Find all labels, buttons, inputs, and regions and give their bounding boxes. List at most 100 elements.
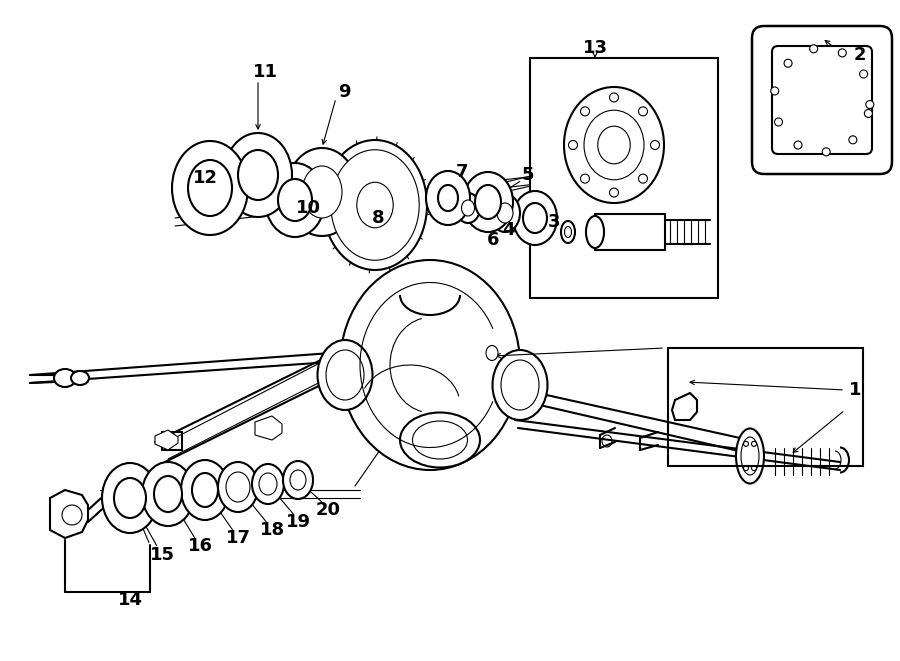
Ellipse shape xyxy=(290,470,306,490)
Circle shape xyxy=(866,100,874,108)
Circle shape xyxy=(580,174,590,183)
Text: 15: 15 xyxy=(149,546,175,564)
Ellipse shape xyxy=(561,221,575,243)
Bar xyxy=(530,58,718,298)
Text: 6: 6 xyxy=(487,231,500,249)
Text: 4: 4 xyxy=(502,221,514,239)
FancyBboxPatch shape xyxy=(772,46,872,154)
Ellipse shape xyxy=(218,462,258,512)
Ellipse shape xyxy=(71,371,89,385)
Ellipse shape xyxy=(400,412,480,467)
Text: 12: 12 xyxy=(193,169,218,187)
Ellipse shape xyxy=(492,350,547,420)
Circle shape xyxy=(849,136,857,144)
Ellipse shape xyxy=(323,140,427,270)
Ellipse shape xyxy=(340,260,520,470)
Text: 14: 14 xyxy=(118,591,142,609)
Ellipse shape xyxy=(142,462,194,526)
Ellipse shape xyxy=(523,203,547,233)
Ellipse shape xyxy=(54,369,76,387)
Text: 16: 16 xyxy=(187,537,212,555)
Text: 18: 18 xyxy=(259,521,284,539)
Ellipse shape xyxy=(426,171,470,225)
Text: 2: 2 xyxy=(854,46,866,64)
Ellipse shape xyxy=(286,148,358,236)
Bar xyxy=(595,214,665,250)
Text: 20: 20 xyxy=(316,501,340,519)
Circle shape xyxy=(794,141,802,149)
Bar xyxy=(668,348,863,466)
Ellipse shape xyxy=(181,460,229,520)
Ellipse shape xyxy=(283,461,313,499)
Ellipse shape xyxy=(114,478,146,518)
Ellipse shape xyxy=(564,87,664,203)
Polygon shape xyxy=(672,393,697,420)
Circle shape xyxy=(823,148,830,156)
Circle shape xyxy=(580,107,590,116)
Circle shape xyxy=(752,465,757,471)
Ellipse shape xyxy=(497,203,513,223)
Text: 1: 1 xyxy=(849,381,861,399)
Ellipse shape xyxy=(486,346,498,360)
Circle shape xyxy=(62,505,82,525)
Ellipse shape xyxy=(188,160,232,216)
Ellipse shape xyxy=(172,141,248,235)
Ellipse shape xyxy=(238,150,278,200)
Text: 8: 8 xyxy=(372,209,384,227)
Ellipse shape xyxy=(224,133,292,217)
Circle shape xyxy=(838,49,846,57)
Circle shape xyxy=(770,87,778,95)
Text: 7: 7 xyxy=(455,163,468,181)
Text: 13: 13 xyxy=(582,39,608,57)
Text: 9: 9 xyxy=(338,83,350,101)
Ellipse shape xyxy=(259,473,277,495)
Ellipse shape xyxy=(278,179,312,221)
Ellipse shape xyxy=(226,472,250,502)
Ellipse shape xyxy=(584,110,644,180)
Circle shape xyxy=(609,188,618,197)
Ellipse shape xyxy=(252,464,284,504)
Text: 5: 5 xyxy=(522,166,535,184)
Ellipse shape xyxy=(475,185,501,219)
Polygon shape xyxy=(155,430,178,450)
Circle shape xyxy=(752,442,757,446)
Polygon shape xyxy=(50,490,88,538)
Circle shape xyxy=(775,118,782,126)
Circle shape xyxy=(743,442,749,446)
Ellipse shape xyxy=(462,200,474,216)
Ellipse shape xyxy=(741,437,759,475)
Ellipse shape xyxy=(513,191,557,245)
Ellipse shape xyxy=(463,172,513,232)
Ellipse shape xyxy=(490,194,520,232)
Ellipse shape xyxy=(438,185,458,211)
Circle shape xyxy=(864,110,872,118)
Ellipse shape xyxy=(154,476,182,512)
Circle shape xyxy=(569,141,578,149)
Circle shape xyxy=(743,465,749,471)
Ellipse shape xyxy=(456,193,480,223)
Circle shape xyxy=(784,59,792,67)
Ellipse shape xyxy=(331,150,419,260)
Ellipse shape xyxy=(598,126,630,164)
FancyBboxPatch shape xyxy=(752,26,892,174)
Circle shape xyxy=(810,45,818,53)
Ellipse shape xyxy=(102,463,158,533)
Ellipse shape xyxy=(192,473,218,507)
Ellipse shape xyxy=(318,340,373,410)
Circle shape xyxy=(651,141,660,149)
Ellipse shape xyxy=(356,182,393,228)
Circle shape xyxy=(638,174,647,183)
Ellipse shape xyxy=(586,216,604,248)
Text: 17: 17 xyxy=(226,529,250,547)
Text: 3: 3 xyxy=(548,213,560,231)
Ellipse shape xyxy=(736,428,764,483)
Ellipse shape xyxy=(265,163,325,237)
Text: 19: 19 xyxy=(285,513,310,531)
Text: 11: 11 xyxy=(253,63,277,81)
Circle shape xyxy=(609,93,618,102)
Polygon shape xyxy=(255,416,282,440)
Circle shape xyxy=(860,70,868,78)
Ellipse shape xyxy=(564,227,572,237)
Circle shape xyxy=(638,107,647,116)
Ellipse shape xyxy=(302,166,342,218)
